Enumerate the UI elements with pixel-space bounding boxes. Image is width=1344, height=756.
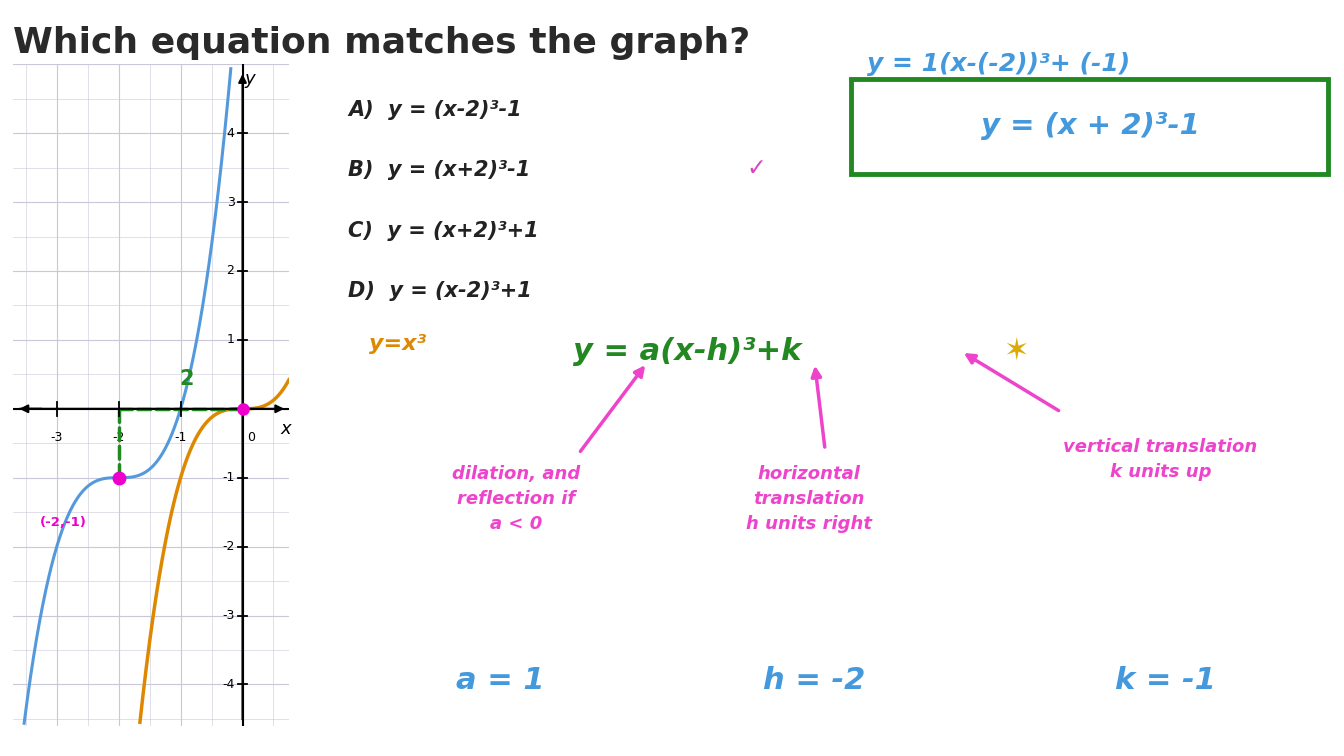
Text: -4: -4: [222, 678, 234, 691]
Text: 1: 1: [227, 333, 234, 346]
Text: 4: 4: [227, 127, 234, 140]
Text: dilation, and
reflection if
a < 0: dilation, and reflection if a < 0: [452, 465, 581, 533]
Text: 3: 3: [227, 196, 234, 209]
Text: 2: 2: [227, 265, 234, 277]
Text: -1: -1: [175, 431, 187, 444]
Text: D)  y = (x-2)³+1: D) y = (x-2)³+1: [348, 281, 532, 301]
Text: vertical translation
k units up: vertical translation k units up: [1063, 438, 1258, 482]
Text: -3: -3: [222, 609, 234, 622]
Text: Which equation matches the graph?: Which equation matches the graph?: [13, 26, 751, 60]
Text: horizontal
translation
h units right: horizontal translation h units right: [746, 465, 872, 533]
Text: -2: -2: [222, 540, 234, 553]
Text: ✓: ✓: [746, 156, 766, 180]
FancyBboxPatch shape: [851, 79, 1328, 174]
Text: (-2,-1): (-2,-1): [39, 516, 86, 528]
Text: y = a(x-h)³+k: y = a(x-h)³+k: [574, 337, 802, 366]
Text: -2: -2: [113, 431, 125, 444]
Text: -3: -3: [51, 431, 63, 444]
Text: C)  y = (x+2)³+1: C) y = (x+2)³+1: [348, 221, 539, 240]
Text: y=x³: y=x³: [370, 334, 426, 354]
Text: -1: -1: [222, 471, 234, 484]
Text: y = 1(x-(-2))³+ (-1): y = 1(x-(-2))³+ (-1): [867, 52, 1130, 76]
Text: x: x: [281, 420, 292, 438]
Text: h = -2: h = -2: [763, 666, 866, 695]
Text: y = (x + 2)³-1: y = (x + 2)³-1: [981, 112, 1200, 141]
Text: 0: 0: [247, 431, 255, 444]
Text: B)  y = (x+2)³-1: B) y = (x+2)³-1: [348, 160, 531, 180]
Text: 2: 2: [180, 370, 194, 389]
Text: A)  y = (x-2)³-1: A) y = (x-2)³-1: [348, 100, 521, 119]
Text: y: y: [245, 70, 255, 88]
Text: ✶: ✶: [1003, 337, 1028, 366]
Text: a = 1: a = 1: [456, 666, 544, 695]
Text: k = -1: k = -1: [1116, 666, 1216, 695]
